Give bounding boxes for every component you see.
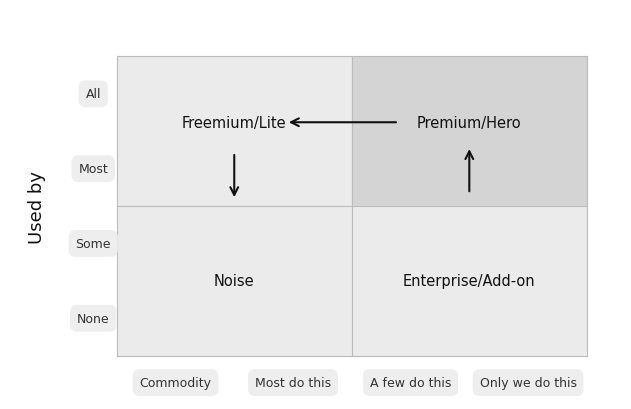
Text: Some: Some — [76, 237, 111, 250]
Text: Premium/Hero: Premium/Hero — [417, 115, 522, 130]
Text: Freemium/Lite: Freemium/Lite — [182, 115, 286, 130]
Text: A few do this: A few do this — [370, 376, 451, 389]
Text: Noise: Noise — [214, 274, 254, 289]
Text: Commodity: Commodity — [139, 376, 211, 389]
Text: All: All — [85, 88, 101, 101]
Bar — [352, 57, 587, 207]
Text: Enterprise/Add-on: Enterprise/Add-on — [403, 274, 536, 289]
Bar — [117, 57, 352, 207]
Text: Used by: Used by — [28, 170, 46, 243]
Text: Most: Most — [78, 163, 108, 176]
Bar — [352, 207, 587, 356]
Bar — [117, 207, 352, 356]
Text: Most do this: Most do this — [255, 376, 331, 389]
Text: None: None — [77, 312, 110, 325]
Text: Only we do this: Only we do this — [480, 376, 577, 389]
